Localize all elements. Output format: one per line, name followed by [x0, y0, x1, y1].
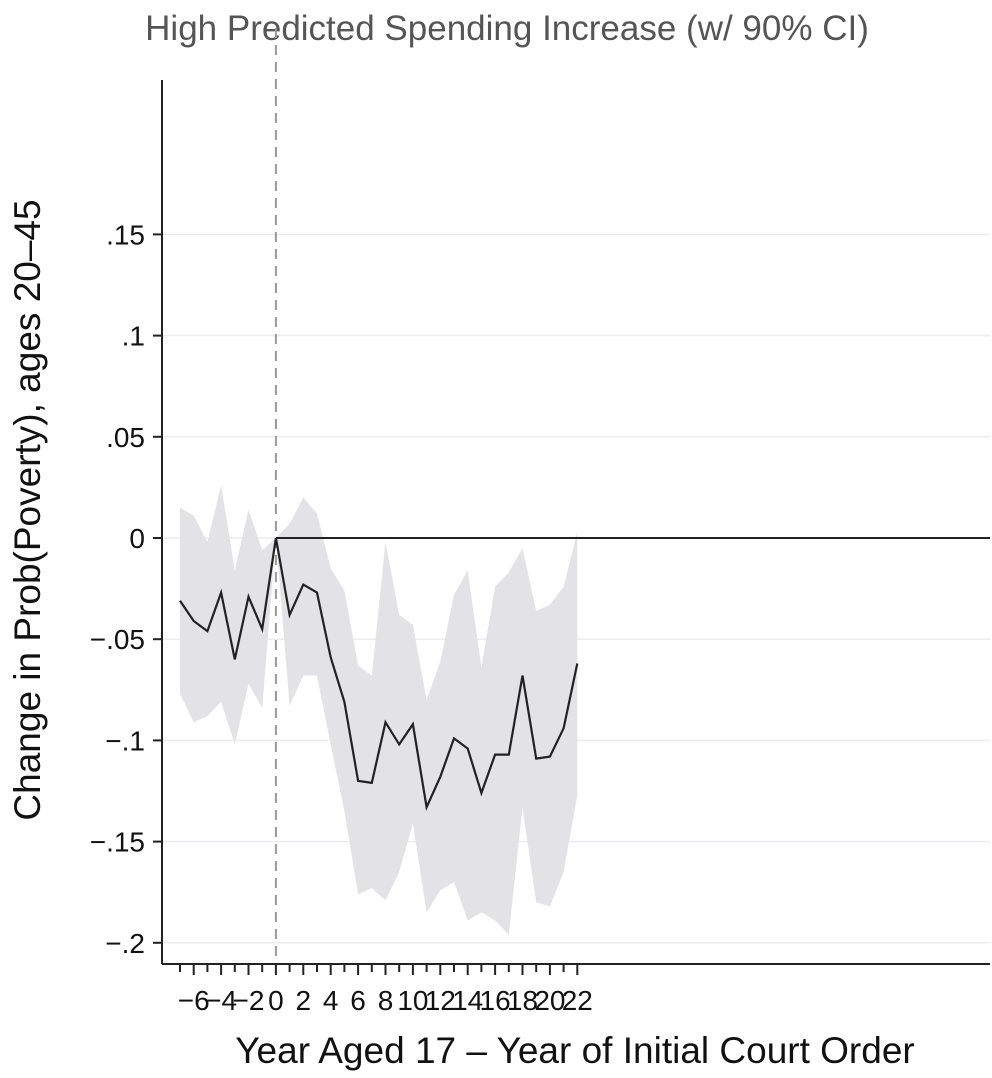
series-line-layer — [179, 537, 579, 811]
y-tick-label: −.15 — [90, 827, 145, 858]
axes: .15.1.050−.05−.1−.15−.2−6−4−2 0 2 4 6 8 101214… — [90, 80, 990, 1016]
confidence-band — [180, 485, 578, 935]
chart-title: High Predicted Spending Increase (w/ 90%… — [145, 9, 869, 48]
x-tick-label: 10 — [397, 985, 428, 1016]
x-tick-label: 12 — [425, 985, 456, 1016]
x-tick-label: −6 — [178, 985, 210, 1016]
x-tick-label: 16 — [480, 985, 511, 1016]
x-tick-label: 22 — [562, 985, 593, 1016]
series-line — [179, 537, 579, 811]
x-tick-label: 4 — [323, 985, 339, 1016]
y-axis-label: Change in Prob(Poverty), ages 20–45 — [7, 199, 48, 820]
x-tick-label: 14 — [452, 985, 483, 1016]
reference-lines — [274, 28, 990, 964]
y-tick-label: .1 — [122, 321, 145, 352]
y-tick-label: −.05 — [90, 624, 145, 655]
y-tick-label: −.1 — [105, 725, 145, 756]
x-tick-label: −2 — [233, 985, 265, 1016]
x-tick-label: 20 — [534, 985, 565, 1016]
x-tick-label: 18 — [507, 985, 538, 1016]
x-tick-label: 0 — [268, 985, 284, 1016]
y-tick-label: .15 — [106, 219, 145, 250]
x-axis-label: Year Aged 17 – Year of Initial Court Ord… — [235, 1030, 914, 1071]
x-tick-label: 8 — [378, 985, 394, 1016]
y-tick-label: −.2 — [105, 928, 145, 959]
x-tick-label: 2 — [296, 985, 312, 1016]
x-tick-label: 6 — [350, 985, 366, 1016]
confidence-band-layer — [180, 485, 578, 935]
x-tick-label: −4 — [205, 985, 237, 1016]
y-tick-label: 0 — [129, 523, 145, 554]
y-tick-label: .05 — [106, 422, 145, 453]
